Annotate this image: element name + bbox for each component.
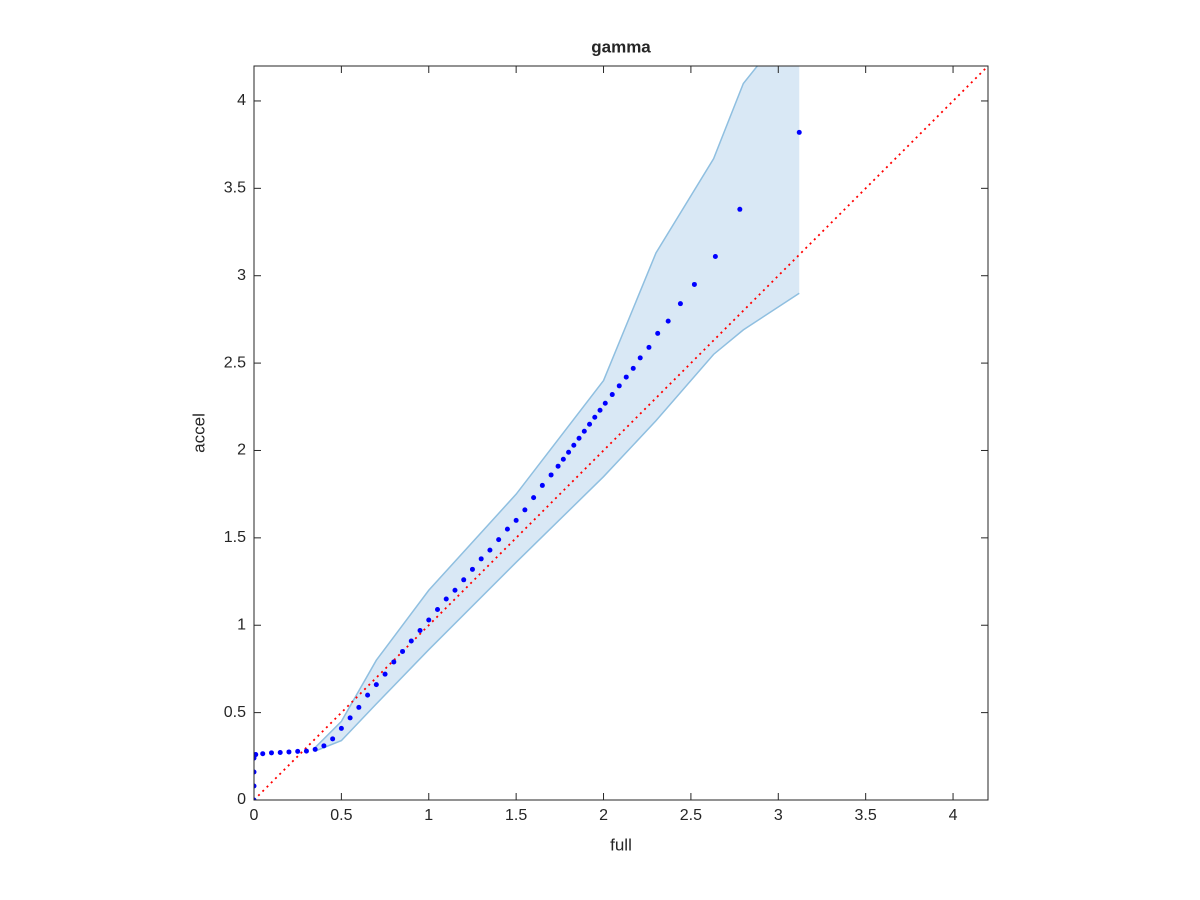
data-point xyxy=(254,769,257,775)
data-point xyxy=(602,400,608,406)
data-point xyxy=(373,682,379,688)
data-point xyxy=(522,507,528,513)
data-point xyxy=(426,617,432,623)
data-point xyxy=(581,428,587,434)
data-point xyxy=(555,463,561,469)
data-point xyxy=(646,344,652,350)
data-point xyxy=(623,374,629,380)
data-point xyxy=(630,365,636,371)
data-point xyxy=(268,750,274,756)
data-point xyxy=(286,749,292,755)
data-point xyxy=(356,704,362,710)
data-point xyxy=(504,526,510,532)
data-point xyxy=(452,587,458,593)
data-point xyxy=(408,638,414,644)
confidence-band xyxy=(315,66,800,752)
plot-area xyxy=(254,66,988,800)
reference-line xyxy=(254,66,988,800)
x-tick-label: 1.5 xyxy=(505,807,527,824)
data-point xyxy=(576,435,582,441)
data-point xyxy=(469,566,475,572)
band-lower-line xyxy=(314,292,800,752)
data-point xyxy=(616,383,622,389)
data-point xyxy=(400,648,406,654)
data-point xyxy=(435,607,440,613)
data-point xyxy=(677,301,683,307)
data-point xyxy=(712,253,718,259)
data-point xyxy=(531,495,537,501)
data-point xyxy=(321,743,327,749)
data-point xyxy=(443,596,449,602)
data-point xyxy=(382,671,388,677)
data-point xyxy=(330,736,336,742)
data-point xyxy=(513,517,519,523)
y-tick-label: 2.5 xyxy=(224,354,246,371)
data-point xyxy=(560,456,566,462)
data-point xyxy=(365,692,371,698)
chart-title: gamma xyxy=(591,37,651,56)
data-point xyxy=(655,330,661,336)
x-tick-label: 0 xyxy=(250,807,259,824)
data-point xyxy=(391,659,397,665)
y-tick-label: 3 xyxy=(237,267,246,284)
data-point xyxy=(277,749,283,755)
x-tick-label: 3 xyxy=(774,807,783,824)
y-tick-label: 0 xyxy=(237,791,246,808)
data-point xyxy=(260,751,266,757)
y-tick-label: 2 xyxy=(237,442,246,459)
x-tick-label: 3.5 xyxy=(855,807,877,824)
x-tick-label: 0.5 xyxy=(330,807,352,824)
y-tick-label: 1.5 xyxy=(224,529,246,546)
y-tick-label: 1 xyxy=(237,616,246,633)
data-point xyxy=(796,129,802,135)
data-point xyxy=(609,392,615,398)
data-point xyxy=(597,407,603,413)
data-point xyxy=(295,748,301,754)
data-point xyxy=(548,472,554,478)
x-tick-label: 2 xyxy=(599,807,608,824)
data-point xyxy=(587,421,593,427)
x-axis-label: full xyxy=(610,835,632,854)
x-tick-label: 2.5 xyxy=(680,807,702,824)
data-point xyxy=(347,715,353,721)
data-point xyxy=(496,537,502,543)
data-point xyxy=(417,627,423,633)
x-tick-label: 1 xyxy=(424,807,433,824)
data-point xyxy=(254,797,257,800)
y-axis-label: accel xyxy=(189,413,208,453)
data-point xyxy=(254,752,259,758)
data-point xyxy=(665,318,671,324)
data-point xyxy=(592,414,598,420)
data-point xyxy=(566,449,572,455)
data-point xyxy=(539,482,545,488)
y-tick-label: 3.5 xyxy=(224,180,246,197)
data-point xyxy=(254,783,257,789)
data-point xyxy=(737,206,743,212)
x-tick-label: 4 xyxy=(949,807,958,824)
data-point xyxy=(487,547,493,553)
data-point xyxy=(571,442,577,448)
band-upper-line xyxy=(314,66,759,749)
data-point xyxy=(461,577,467,583)
y-tick-label: 0.5 xyxy=(224,704,246,721)
data-point xyxy=(637,355,643,361)
axes-box xyxy=(253,65,989,801)
y-tick-label: 4 xyxy=(237,92,246,109)
data-point xyxy=(691,281,697,287)
data-point xyxy=(312,746,318,752)
data-point xyxy=(478,556,484,562)
data-point xyxy=(303,748,309,754)
data-point xyxy=(338,725,344,731)
